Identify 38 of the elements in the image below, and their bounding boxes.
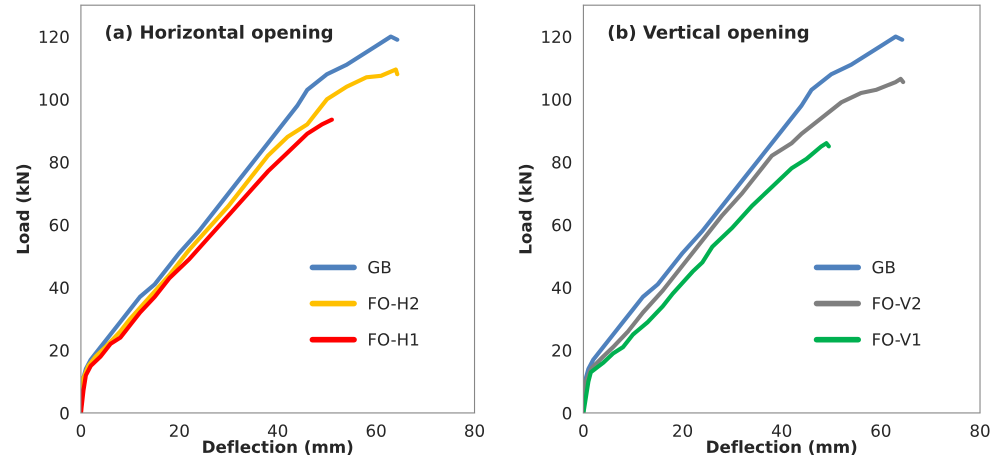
y-tick-label: 0 — [562, 406, 572, 420]
text: (a) Horizontal opening — [106, 24, 332, 43]
x-tick-label: 0 — [579, 424, 588, 437]
x-tick-label: 80 — [465, 424, 484, 437]
legend-label: GB — [872, 260, 895, 274]
x-tick-label: 60 — [871, 424, 890, 437]
x-axis-title: Deflection (mm) — [203, 440, 352, 456]
legend-label: GB — [368, 260, 391, 274]
legend-label: FO-V1 — [873, 333, 920, 346]
legend-label: FO-H1 — [369, 333, 418, 346]
y-tick-label: 0 — [60, 406, 69, 420]
x-tick-label: 20 — [673, 424, 692, 437]
y-axis-title: Load (kN) — [518, 164, 534, 254]
x-tick-label: 80 — [970, 424, 990, 437]
y-tick-label: 120 — [542, 30, 572, 44]
x-axis-title: Deflection (mm) — [707, 440, 856, 456]
text: (b) Vertical opening — [608, 24, 808, 43]
y-axis-title: Load (kN) — [16, 164, 32, 254]
line-series — [583, 141, 831, 413]
x-tick-label: 40 — [268, 424, 288, 437]
y-tick-label: 100 — [542, 93, 572, 106]
legend-label: FO-H2 — [369, 297, 418, 310]
y-tick-label: 40 — [49, 281, 69, 294]
y-tick-label: 60 — [552, 218, 572, 232]
y-tick-label: 20 — [552, 344, 572, 357]
x-tick-label: 60 — [366, 424, 386, 437]
y-tick-label: 100 — [40, 93, 69, 106]
x-tick-label: 20 — [170, 424, 189, 437]
y-tick-label: 20 — [50, 344, 69, 357]
y-tick-label: 120 — [40, 30, 69, 44]
line-series — [80, 118, 334, 413]
legend-label: FO-V2 — [873, 297, 920, 310]
y-tick-label: 80 — [50, 156, 69, 169]
y-tick-label: 60 — [50, 218, 69, 232]
y-tick-label: 40 — [552, 281, 572, 294]
x-tick-label: 0 — [76, 424, 86, 437]
x-tick-label: 40 — [772, 424, 792, 437]
y-tick-label: 80 — [552, 156, 572, 169]
